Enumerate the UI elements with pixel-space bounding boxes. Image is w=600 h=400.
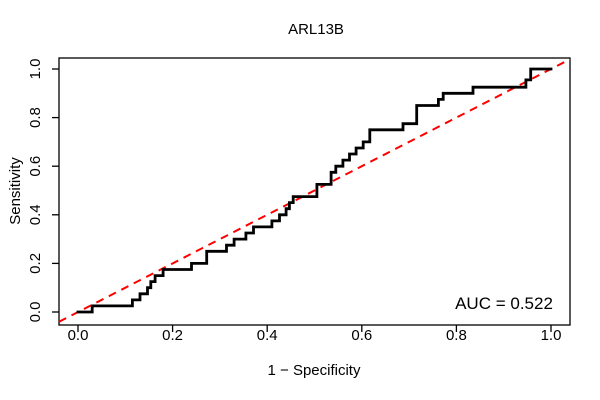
x-axis-label: 1 − Specificity (268, 362, 361, 379)
y-tick-label: 0.0 (27, 302, 44, 323)
y-axis-label: Sensitivity (7, 157, 24, 225)
x-tick-label: 0.2 (162, 327, 183, 344)
x-tick-label: 1.0 (541, 327, 562, 344)
y-tick-labels: 0.0 0.2 0.4 0.6 0.8 1.0 (27, 59, 44, 323)
y-tick-label: 0.8 (27, 107, 44, 128)
x-tick-label: 0.8 (446, 327, 467, 344)
y-tick-label: 0.2 (27, 253, 44, 274)
x-axis-ticks (77, 325, 552, 332)
y-tick-label: 1.0 (27, 59, 44, 80)
plot-title: ARL13B (288, 21, 344, 38)
x-tick-label: 0.4 (257, 327, 278, 344)
auc-annotation: AUC = 0.522 (455, 294, 553, 313)
roc-curve-line (76, 67, 553, 314)
x-tick-labels: 0.0 0.2 0.4 0.6 0.8 1.0 (68, 327, 562, 344)
y-axis-ticks (52, 68, 59, 313)
y-tick-label: 0.4 (27, 204, 44, 225)
plot-box (58, 57, 571, 326)
chance-diagonal-line (58, 58, 571, 323)
x-tick-label: 0.6 (351, 327, 372, 344)
x-tick-label: 0.0 (68, 327, 89, 344)
y-tick-label: 0.6 (27, 156, 44, 177)
